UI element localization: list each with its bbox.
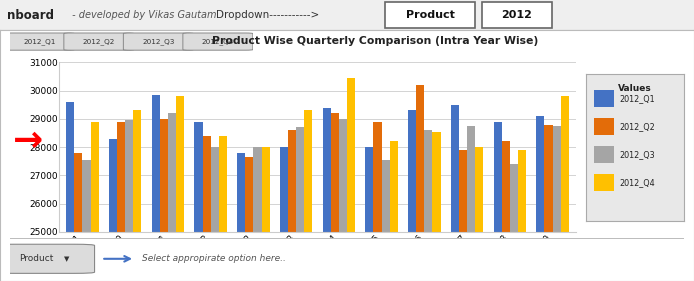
Bar xyxy=(133,110,142,281)
Bar xyxy=(203,136,211,281)
Bar xyxy=(194,122,203,281)
Bar xyxy=(493,122,502,281)
Bar xyxy=(91,122,99,281)
Bar xyxy=(408,110,416,281)
Text: 2012: 2012 xyxy=(502,10,532,20)
Bar xyxy=(304,110,312,281)
Bar xyxy=(390,141,398,281)
Bar xyxy=(373,122,382,281)
FancyBboxPatch shape xyxy=(124,33,194,50)
FancyBboxPatch shape xyxy=(64,33,134,50)
Bar xyxy=(280,147,288,281)
Bar xyxy=(510,164,518,281)
Text: 2012_Q2: 2012_Q2 xyxy=(620,122,655,131)
Text: 2012_Q3: 2012_Q3 xyxy=(142,38,174,45)
Bar xyxy=(152,95,160,281)
Bar xyxy=(339,119,347,281)
Text: 2012_Q1: 2012_Q1 xyxy=(23,38,56,45)
Text: 2012_Q4: 2012_Q4 xyxy=(620,178,655,187)
Text: Product: Product xyxy=(19,254,53,263)
Bar xyxy=(109,139,117,281)
Bar xyxy=(475,147,483,281)
Bar xyxy=(219,136,227,281)
Bar xyxy=(168,113,176,281)
FancyBboxPatch shape xyxy=(482,2,552,28)
Bar xyxy=(416,85,424,281)
Bar xyxy=(83,160,91,281)
Bar xyxy=(536,116,544,281)
Bar xyxy=(237,153,245,281)
Bar xyxy=(594,118,613,135)
Text: →: → xyxy=(12,124,43,157)
Bar xyxy=(66,102,74,281)
Text: Product: Product xyxy=(406,10,455,20)
FancyBboxPatch shape xyxy=(4,33,74,50)
Bar xyxy=(211,147,219,281)
Bar xyxy=(253,147,262,281)
Text: 2012_Q4: 2012_Q4 xyxy=(202,38,234,45)
Bar xyxy=(561,96,569,281)
Bar xyxy=(544,124,552,281)
Bar xyxy=(125,120,133,281)
Bar xyxy=(347,78,355,281)
Text: - developed by Vikas Gautam: - developed by Vikas Gautam xyxy=(69,10,217,20)
Bar xyxy=(365,147,373,281)
Bar xyxy=(467,126,475,281)
Bar xyxy=(552,126,561,281)
Text: Values: Values xyxy=(618,84,652,93)
Text: 2012_Q3: 2012_Q3 xyxy=(620,150,655,159)
Bar xyxy=(424,130,432,281)
Bar xyxy=(502,141,510,281)
FancyBboxPatch shape xyxy=(183,33,253,50)
Bar xyxy=(594,146,613,163)
FancyBboxPatch shape xyxy=(0,244,94,273)
Text: Select appropirate option here..: Select appropirate option here.. xyxy=(142,254,285,263)
Text: nboard: nboard xyxy=(7,8,54,22)
Bar xyxy=(74,153,83,281)
FancyBboxPatch shape xyxy=(385,2,475,28)
Bar xyxy=(117,122,125,281)
Text: 2012_Q2: 2012_Q2 xyxy=(83,38,115,45)
Bar xyxy=(262,147,270,281)
Bar xyxy=(432,132,441,281)
Text: 2012_Q1: 2012_Q1 xyxy=(620,94,655,103)
Bar xyxy=(594,174,613,191)
Bar xyxy=(518,150,526,281)
Bar xyxy=(296,127,304,281)
Text: Dropdown----------->: Dropdown-----------> xyxy=(216,10,319,20)
Bar xyxy=(382,160,390,281)
Bar xyxy=(459,150,467,281)
Text: Product Wise Quarterly Comparison (Intra Year Wise): Product Wise Quarterly Comparison (Intra… xyxy=(212,36,538,46)
Bar xyxy=(245,157,253,281)
Bar xyxy=(160,119,168,281)
Bar xyxy=(288,130,296,281)
Bar xyxy=(323,108,331,281)
Bar xyxy=(594,90,613,107)
Bar xyxy=(176,96,184,281)
Text: ▼: ▼ xyxy=(64,256,69,262)
Bar xyxy=(451,105,459,281)
Bar xyxy=(331,113,339,281)
